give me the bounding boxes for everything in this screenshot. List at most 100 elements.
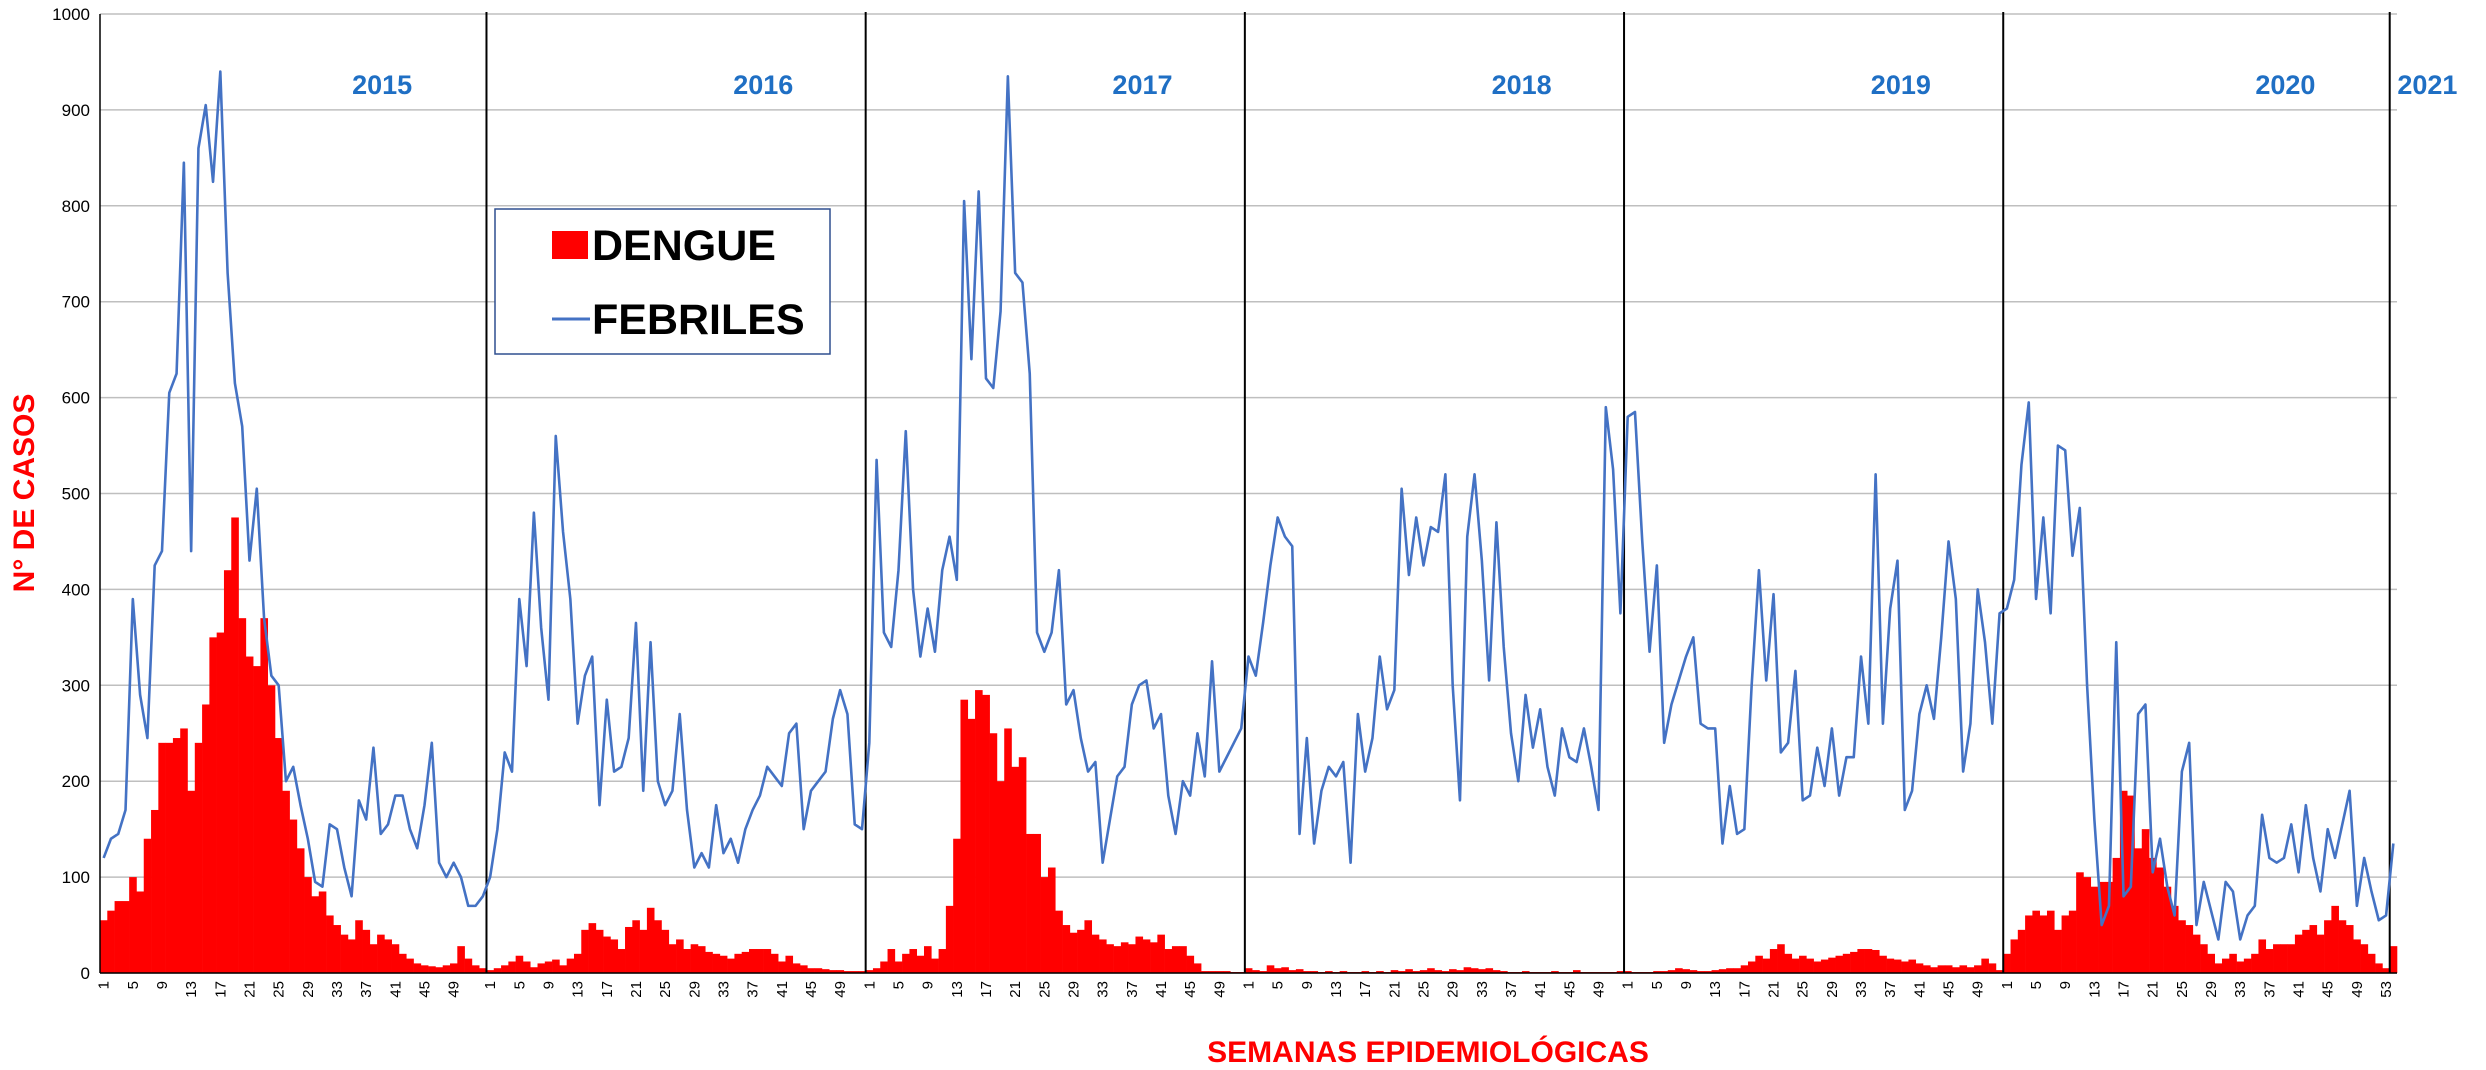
bar [1828, 957, 1836, 973]
bar [2389, 946, 2398, 973]
bar [1376, 971, 1384, 973]
bar [406, 958, 414, 973]
x-tick-label: 29 [1824, 981, 1841, 998]
bar [668, 944, 677, 973]
bar [1427, 968, 1435, 973]
x-tick-label: 5 [511, 981, 528, 989]
bar [1850, 951, 1858, 973]
y-tick-label: 500 [62, 485, 90, 504]
y-tick-label: 100 [62, 868, 90, 887]
bar [865, 970, 874, 973]
bar [187, 790, 196, 973]
x-tick-label: 21 [2145, 981, 2162, 998]
bar [785, 955, 794, 973]
bar [2185, 925, 2194, 973]
x-tick-label: 49 [1970, 981, 1987, 998]
x-tick-label: 25 [271, 981, 288, 998]
bar [1624, 971, 1632, 973]
bar [1616, 971, 1625, 973]
x-tick-label: 45 [803, 981, 820, 998]
x-tick-label: 45 [416, 981, 433, 998]
x-tick-label: 13 [1707, 981, 1724, 998]
bar [2360, 944, 2369, 973]
bar [1091, 934, 1100, 973]
bar [676, 939, 684, 973]
bar [996, 781, 1005, 973]
bar [165, 742, 174, 973]
bar [384, 939, 392, 973]
bar [1718, 969, 1727, 973]
bar [450, 963, 458, 973]
x-tick-label: 17 [1357, 981, 1374, 998]
bar [1784, 953, 1793, 973]
x-tick-label: 21 [1386, 981, 1403, 998]
bar [2192, 934, 2201, 973]
bar [1018, 757, 1027, 973]
bar [1062, 925, 1071, 973]
bar [909, 949, 918, 973]
x-tick-label: 13 [2086, 981, 2103, 998]
x-tick-label: 37 [1882, 981, 1899, 998]
x-tick-label: 49 [446, 981, 463, 998]
bar [1886, 958, 1895, 973]
x-tick-label: 25 [2174, 981, 2191, 998]
x-tick-label: 13 [949, 981, 966, 998]
bar [792, 963, 801, 973]
x-tick-label: 49 [832, 981, 849, 998]
bar [2338, 920, 2347, 973]
bar [1179, 946, 1187, 973]
bar [595, 929, 604, 973]
x-tick-label: 1 [1999, 981, 2016, 989]
x-tick-label: 25 [657, 981, 674, 998]
bar [1106, 944, 1114, 973]
bar [2309, 925, 2318, 973]
y-tick-label: 700 [62, 293, 90, 312]
bar [1791, 958, 1800, 973]
bar [2302, 929, 2310, 973]
bar [800, 965, 808, 973]
bar [1259, 971, 1268, 973]
bar [1252, 970, 1260, 973]
x-tick-label: 37 [1124, 981, 1141, 998]
bar [1842, 953, 1851, 973]
bar [1711, 970, 1720, 973]
bar [559, 965, 567, 973]
x-tick-label: 41 [1532, 981, 1549, 998]
bar [1500, 971, 1508, 973]
x-tick-label: 17 [212, 981, 229, 998]
bar [603, 936, 611, 973]
bar [1157, 934, 1165, 973]
x-tick-label: 13 [183, 981, 200, 998]
bar [1974, 965, 1982, 973]
bar [1310, 971, 1319, 973]
x-tick-label: 1 [861, 981, 878, 989]
bar [646, 907, 655, 973]
bar [2083, 877, 2092, 973]
bar [544, 961, 553, 973]
bar [2287, 944, 2296, 973]
bar [1135, 936, 1144, 973]
bar [2273, 944, 2281, 973]
x-tick-label: 53 [2378, 981, 2395, 998]
bar [2156, 867, 2164, 973]
bar [442, 965, 451, 973]
year-label: 2021 [2397, 70, 2457, 100]
bar [1441, 971, 1450, 973]
bar [1361, 971, 1370, 973]
bar [1004, 728, 1012, 973]
year-label: 2016 [733, 70, 793, 100]
bar [1806, 958, 1814, 973]
y-tick-label: 600 [62, 389, 90, 408]
bar [1201, 971, 1209, 973]
bar [479, 968, 487, 973]
bar [573, 953, 582, 973]
bar [1142, 939, 1151, 973]
bar [1871, 949, 1880, 973]
bar [515, 955, 524, 973]
bar [2032, 910, 2040, 973]
bar [1419, 970, 1428, 973]
bar [1769, 949, 1778, 973]
bar [770, 953, 779, 973]
year-label: 2017 [1112, 70, 1172, 100]
legend-label: FEBRILES [592, 296, 805, 344]
